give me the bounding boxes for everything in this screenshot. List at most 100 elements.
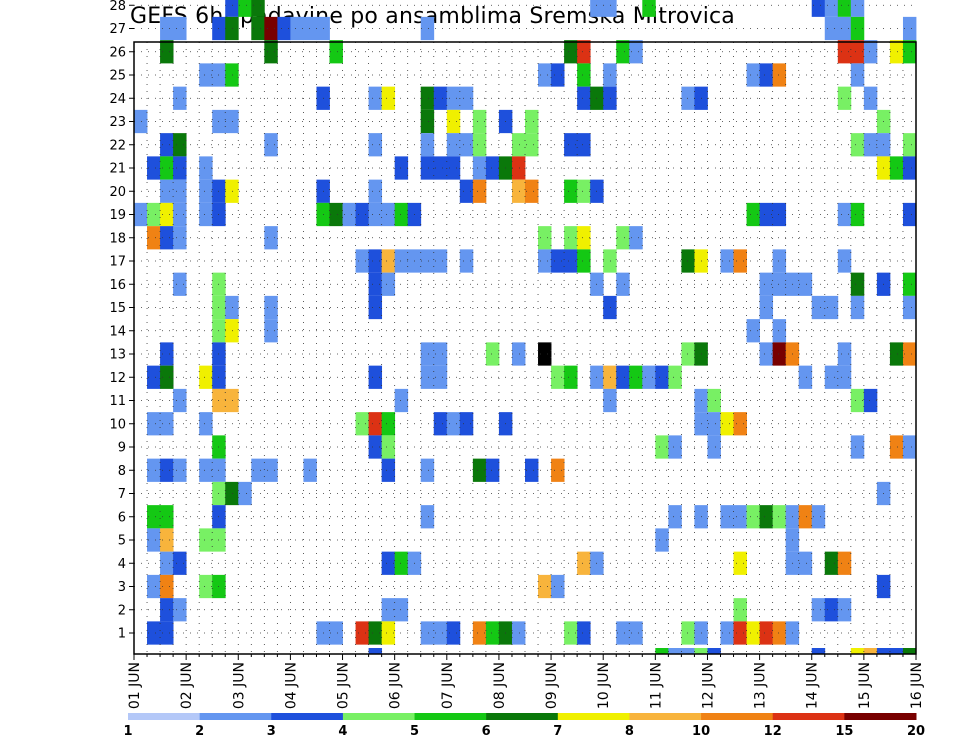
heatmap-cell <box>446 133 461 157</box>
heatmap-cell <box>655 528 669 552</box>
heatmap-cell <box>850 202 865 227</box>
heatmap-cell <box>381 272 396 296</box>
heatmap-cell <box>225 319 239 343</box>
colorbar-label: 1 <box>123 724 132 739</box>
heatmap-cell <box>342 202 356 227</box>
heatmap-cell <box>147 458 161 482</box>
heatmap-cell <box>850 63 865 87</box>
heatmap-cell <box>160 528 174 552</box>
heatmap-cell <box>381 202 396 227</box>
heatmap-cell <box>837 249 852 273</box>
colorbar-label: 7 <box>553 724 562 739</box>
heatmap-cell <box>694 648 708 654</box>
heatmap-cell <box>590 0 604 17</box>
heatmap-cell <box>511 342 526 366</box>
y-tick-label: 3 <box>118 580 126 595</box>
colorbar-label: 2 <box>195 724 204 739</box>
heatmap-cell <box>863 86 878 110</box>
colorbar-segment <box>128 713 201 720</box>
heatmap-cell <box>850 388 865 413</box>
heatmap-cell <box>707 648 721 654</box>
heatmap-cell <box>225 481 239 506</box>
heatmap-cell <box>798 365 813 389</box>
heatmap-cell <box>902 342 917 366</box>
y-tick-label: 17 <box>109 255 126 270</box>
y-tick-label: 21 <box>109 162 126 177</box>
heatmap-cell <box>642 0 656 17</box>
heatmap-cell <box>746 63 760 87</box>
heatmap-cell <box>564 621 578 645</box>
heatmap-cell <box>603 63 617 87</box>
colorbar-segment <box>486 713 559 720</box>
heatmap-cell <box>837 16 852 41</box>
heatmap-cell <box>472 179 487 203</box>
heatmap-cell <box>173 458 187 482</box>
heatmap-cell <box>850 295 865 320</box>
heatmap-cell <box>368 272 383 296</box>
heatmap-cell <box>603 365 617 389</box>
heatmap-cell <box>902 295 917 320</box>
heatmap-cell <box>368 412 383 436</box>
heatmap-cell <box>160 156 174 180</box>
heatmap-cell <box>368 86 383 110</box>
y-tick-label: 18 <box>109 231 126 246</box>
heatmap-cell <box>837 365 852 389</box>
heatmap-cell <box>485 458 500 482</box>
heatmap-cell <box>420 109 435 134</box>
heatmap-cell <box>511 156 526 180</box>
y-tick-label: 8 <box>118 464 126 479</box>
heatmap-cell <box>525 133 539 157</box>
heatmap-cell <box>173 202 187 227</box>
heatmap-cell <box>876 648 891 654</box>
heatmap-cell <box>759 621 774 645</box>
heatmap-cell <box>199 156 213 180</box>
heatmap-cell <box>394 202 409 227</box>
heatmap-cell <box>134 202 148 227</box>
heatmap-cell <box>160 226 174 250</box>
heatmap-cell <box>238 481 252 506</box>
heatmap-cell <box>681 86 695 110</box>
heatmap-cell <box>173 86 187 110</box>
heatmap-cell <box>824 598 839 622</box>
heatmap-cell <box>147 365 161 389</box>
heatmap-cell <box>381 249 396 273</box>
heatmap-cell <box>837 40 852 64</box>
heatmap-cell <box>824 0 839 17</box>
heatmap-cell <box>681 342 695 366</box>
heatmap-cell <box>538 342 552 366</box>
heatmap-cell <box>759 295 774 320</box>
heatmap-cell <box>511 179 526 203</box>
colorbar: 1 2 3 4 5 6 7 8 10 12 15 20 <box>123 713 925 739</box>
y-tick-label: 5 <box>118 534 126 549</box>
heatmap-cell <box>538 226 552 250</box>
heatmap-cell <box>199 574 213 599</box>
heatmap-cell <box>902 648 917 654</box>
heatmap-cell <box>199 458 213 482</box>
heatmap-cell <box>759 272 774 296</box>
heatmap-cell <box>616 226 630 250</box>
heatmap-cell <box>798 551 813 575</box>
heatmap-cell <box>824 16 839 41</box>
heatmap-cell <box>355 412 369 436</box>
heatmap-cell <box>459 133 474 157</box>
heatmap-cell <box>889 435 904 459</box>
heatmap-cell <box>733 551 747 575</box>
heatmap-cell <box>381 86 396 110</box>
heatmap-cell <box>772 63 787 87</box>
colorbar-segment <box>772 713 845 720</box>
heatmap-cell <box>264 295 278 320</box>
heatmap-cell <box>199 202 213 227</box>
x-tick-label: 05 JUN <box>336 662 352 709</box>
heatmap-cell <box>707 388 721 413</box>
heatmap-cell <box>902 156 917 180</box>
heatmap-cell <box>902 133 917 157</box>
heatmap-cell <box>147 412 161 436</box>
colorbar-label: 20 <box>907 724 925 739</box>
heatmap-cell <box>225 388 239 413</box>
heatmap-cell <box>472 133 487 157</box>
heatmap-cell <box>173 272 187 296</box>
heatmap-cell <box>225 295 239 320</box>
heatmap-cell <box>850 648 865 654</box>
heatmap-cell <box>603 86 617 110</box>
heatmap-cell <box>368 249 383 273</box>
